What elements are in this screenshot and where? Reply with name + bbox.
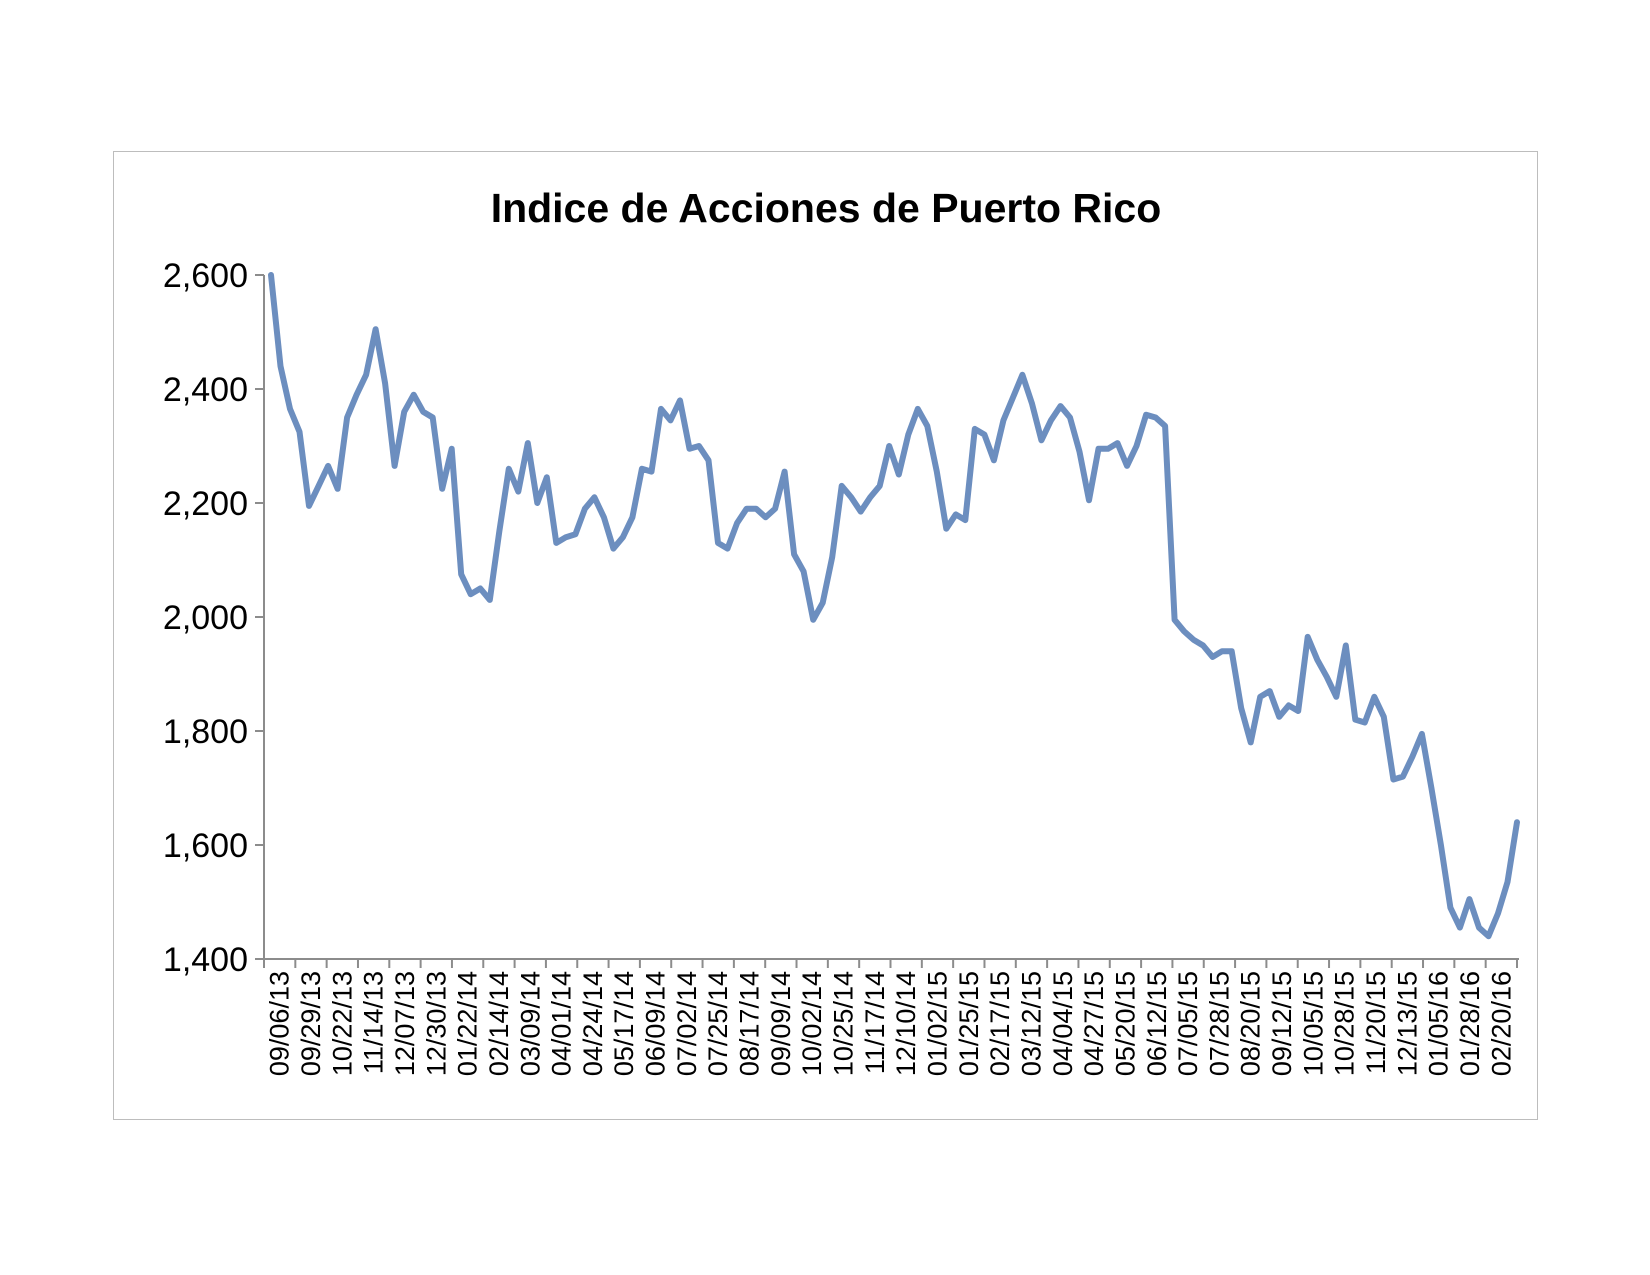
x-tick-label: 12/30/13 — [421, 971, 451, 1076]
y-tick-label: 1,600 — [163, 827, 248, 865]
y-tick-label: 2,200 — [163, 485, 248, 523]
x-tick-label: 05/20/15 — [1110, 971, 1140, 1076]
x-tick-label: 11/20/15 — [1361, 971, 1391, 1074]
y-axis: 2,600 2,400 2,200 2,000 1,800 1,600 1,400 — [163, 257, 265, 979]
x-tick-label: 04/24/14 — [578, 971, 608, 1076]
x-tick-label: 11/14/13 — [359, 971, 389, 1074]
x-tick-label: 01/05/16 — [1424, 971, 1454, 1076]
x-tick-label: 02/17/15 — [985, 971, 1015, 1076]
x-tick-label: 07/28/15 — [1204, 971, 1234, 1076]
chart-frame: Indice de Acciones de Puerto Rico 2,600 2… — [113, 151, 1538, 1120]
x-tick-label: 09/06/13 — [265, 971, 295, 1076]
x-tick-label: 09/12/15 — [1267, 971, 1297, 1076]
x-tick-label: 06/09/14 — [641, 971, 671, 1076]
x-tick-label: 10/28/15 — [1330, 971, 1360, 1076]
x-tick-label: 10/22/13 — [327, 971, 357, 1076]
x-tick-label: 01/02/15 — [922, 971, 952, 1076]
y-tick-label: 2,600 — [163, 257, 248, 295]
y-tick-label: 2,400 — [163, 371, 248, 409]
x-tick-label: 02/20/16 — [1486, 971, 1516, 1076]
x-tick-label: 12/13/15 — [1392, 971, 1422, 1076]
x-tick-label: 01/28/16 — [1455, 971, 1485, 1076]
x-tick-label: 12/10/14 — [891, 971, 921, 1076]
y-tick-label: 1,800 — [163, 713, 248, 751]
x-axis: 09/06/13 09/29/13 10/22/13 11/14/13 12/07/13… — [263, 958, 1519, 1076]
x-tick-label: 03/09/14 — [515, 971, 545, 1076]
x-tick-label: 06/12/15 — [1142, 971, 1172, 1076]
series-line — [268, 272, 1520, 940]
x-tick-label: 01/22/14 — [453, 971, 483, 1076]
chart-title: Indice de Acciones de Puerto Rico — [491, 185, 1162, 231]
x-tick-label: 02/14/14 — [484, 971, 514, 1076]
x-tick-label: 08/20/15 — [1236, 971, 1266, 1076]
x-tick-label: 12/07/13 — [390, 971, 420, 1076]
x-tick-label: 11/17/14 — [860, 971, 890, 1074]
x-tick-label: 04/01/14 — [547, 971, 577, 1076]
line-chart: Indice de Acciones de Puerto Rico 2,6002… — [163, 185, 1520, 1076]
x-tick-label: 01/25/15 — [954, 971, 984, 1076]
x-tick-label: 08/17/14 — [735, 971, 765, 1076]
x-tick-label: 05/17/14 — [609, 971, 639, 1076]
y-tick-label: 1,400 — [163, 941, 248, 979]
x-tick-label: 10/05/15 — [1298, 971, 1328, 1076]
x-tick-label: 10/02/14 — [797, 971, 827, 1076]
x-tick-label: 07/25/14 — [703, 971, 733, 1076]
x-tick-label: 03/12/15 — [1016, 971, 1046, 1076]
x-tick-label: 09/29/13 — [296, 971, 326, 1076]
x-tick-label: 09/09/14 — [766, 971, 796, 1076]
x-tick-label: 07/05/15 — [1173, 971, 1203, 1076]
x-tick-label: 10/25/14 — [829, 971, 859, 1076]
y-tick-label: 2,000 — [163, 599, 248, 637]
plot-area — [268, 272, 1520, 940]
x-tick-label: 04/04/15 — [1048, 971, 1078, 1076]
x-tick-label: 04/27/15 — [1079, 971, 1109, 1076]
x-tick-label: 07/02/14 — [672, 971, 702, 1076]
